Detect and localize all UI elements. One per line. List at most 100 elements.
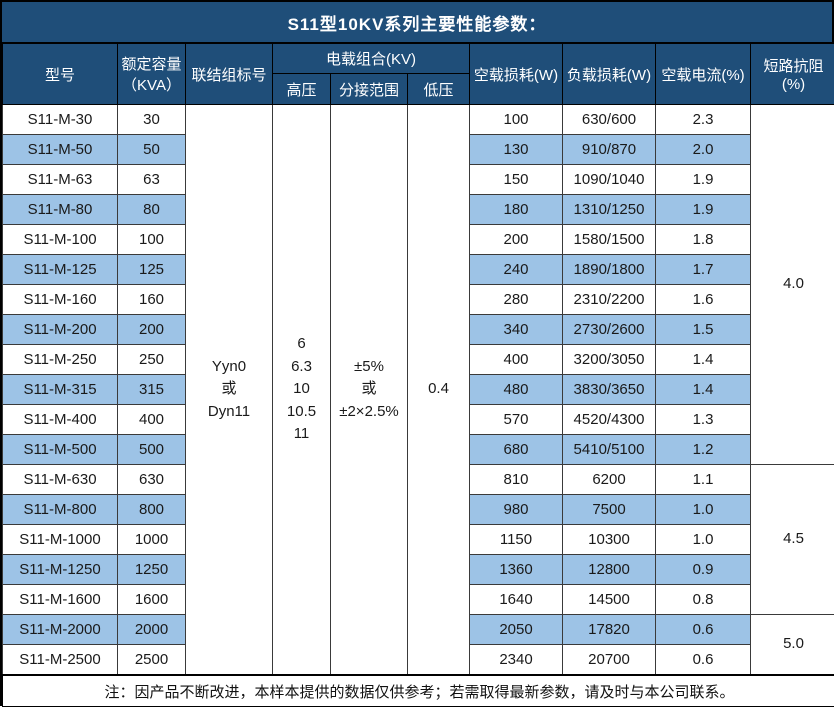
cell-capacity: 125 xyxy=(118,255,186,285)
col-header-no-load-loss: 空载损耗(W) xyxy=(470,44,563,105)
cell-model: S11-M-400 xyxy=(3,405,118,435)
cell-no-load-loss: 130 xyxy=(470,135,563,165)
cell-no-load-current: 0.6 xyxy=(656,645,751,676)
cell-capacity: 30 xyxy=(118,105,186,135)
cell-capacity: 400 xyxy=(118,405,186,435)
header-row-1: 型号 额定容量 （KVA） 联结组标号 电载组合(KV) 空载损耗(W) 负载损… xyxy=(3,44,834,74)
col-header-model: 型号 xyxy=(3,44,118,105)
cell-no-load-loss: 480 xyxy=(470,375,563,405)
cell-no-load-loss: 400 xyxy=(470,345,563,375)
cell-load-loss: 1580/1500 xyxy=(563,225,656,255)
cell-model: S11-M-160 xyxy=(3,285,118,315)
cell-load-loss: 20700 xyxy=(563,645,656,676)
cell-model: S11-M-1600 xyxy=(3,585,118,615)
cell-model: S11-M-800 xyxy=(3,495,118,525)
cell-no-load-current: 2.3 xyxy=(656,105,751,135)
cell-capacity: 1000 xyxy=(118,525,186,555)
cell-load-loss: 4520/4300 xyxy=(563,405,656,435)
parameters-table: 型号 额定容量 （KVA） 联结组标号 电载组合(KV) 空载损耗(W) 负载损… xyxy=(2,43,834,707)
page-title: S11型10KV系列主要性能参数： xyxy=(2,2,832,43)
cell-capacity: 1250 xyxy=(118,555,186,585)
cell-no-load-current: 1.7 xyxy=(656,255,751,285)
cell-load-loss: 2310/2200 xyxy=(563,285,656,315)
cell-load-loss: 17820 xyxy=(563,615,656,645)
cell-model: S11-M-63 xyxy=(3,165,118,195)
cell-no-load-current: 1.4 xyxy=(656,345,751,375)
cell-load-loss: 1890/1800 xyxy=(563,255,656,285)
cell-connection: Yyn0 或 Dyn11 xyxy=(186,105,273,676)
cell-no-load-current: 1.8 xyxy=(656,225,751,255)
col-header-connection: 联结组标号 xyxy=(186,44,273,105)
cell-no-load-loss: 180 xyxy=(470,195,563,225)
cell-model: S11-M-2500 xyxy=(3,645,118,676)
cell-load-loss: 3200/3050 xyxy=(563,345,656,375)
cell-model: S11-M-80 xyxy=(3,195,118,225)
cell-no-load-current: 1.5 xyxy=(656,315,751,345)
cell-no-load-current: 1.1 xyxy=(656,465,751,495)
note-row: 注：因产品不断改进，本样本提供的数据仅供参考；若需取得最新参数，请及时与本公司联… xyxy=(3,675,834,707)
cell-model: S11-M-315 xyxy=(3,375,118,405)
col-header-tap-range: 分接范围 xyxy=(331,74,408,105)
cell-no-load-loss: 2340 xyxy=(470,645,563,676)
cell-model: S11-M-2000 xyxy=(3,615,118,645)
cell-load-loss: 1310/1250 xyxy=(563,195,656,225)
cell-load-loss: 2730/2600 xyxy=(563,315,656,345)
cell-capacity: 80 xyxy=(118,195,186,225)
cell-model: S11-M-500 xyxy=(3,435,118,465)
cell-load-loss: 12800 xyxy=(563,555,656,585)
cell-impedance: 4.5 xyxy=(751,465,834,615)
col-header-no-load-current: 空载电流(%) xyxy=(656,44,751,105)
cell-no-load-current: 0.9 xyxy=(656,555,751,585)
cell-impedance: 4.0 xyxy=(751,105,834,465)
cell-no-load-current: 1.6 xyxy=(656,285,751,315)
cell-capacity: 2000 xyxy=(118,615,186,645)
cell-tap-range: ±5% 或 ±2×2.5% xyxy=(331,105,408,676)
cell-load-loss: 10300 xyxy=(563,525,656,555)
cell-model: S11-M-200 xyxy=(3,315,118,345)
col-header-load-loss: 负载损耗(W) xyxy=(563,44,656,105)
cell-no-load-current: 1.0 xyxy=(656,525,751,555)
col-header-impedance: 短路抗阻(%) xyxy=(751,44,834,105)
cell-no-load-loss: 100 xyxy=(470,105,563,135)
cell-no-load-current: 2.0 xyxy=(656,135,751,165)
cell-capacity: 2500 xyxy=(118,645,186,676)
cell-no-load-loss: 810 xyxy=(470,465,563,495)
cell-capacity: 50 xyxy=(118,135,186,165)
cell-no-load-loss: 240 xyxy=(470,255,563,285)
cell-model: S11-M-30 xyxy=(3,105,118,135)
cell-low-voltage: 0.4 xyxy=(408,105,470,676)
cell-no-load-loss: 280 xyxy=(470,285,563,315)
col-header-capacity-line2: （KVA） xyxy=(120,74,183,95)
cell-no-load-current: 1.9 xyxy=(656,195,751,225)
cell-no-load-current: 0.6 xyxy=(656,615,751,645)
table-footer: 注：因产品不断改进，本样本提供的数据仅供参考；若需取得最新参数，请及时与本公司联… xyxy=(3,675,834,707)
cell-capacity: 100 xyxy=(118,225,186,255)
col-header-high-voltage: 高压 xyxy=(273,74,331,105)
cell-no-load-current: 1.3 xyxy=(656,405,751,435)
cell-no-load-loss: 1150 xyxy=(470,525,563,555)
cell-load-loss: 910/870 xyxy=(563,135,656,165)
cell-no-load-current: 0.8 xyxy=(656,585,751,615)
cell-load-loss: 5410/5100 xyxy=(563,435,656,465)
cell-capacity: 200 xyxy=(118,315,186,345)
cell-model: S11-M-1250 xyxy=(3,555,118,585)
cell-model: S11-M-250 xyxy=(3,345,118,375)
cell-model: S11-M-50 xyxy=(3,135,118,165)
cell-capacity: 630 xyxy=(118,465,186,495)
cell-model: S11-M-1000 xyxy=(3,525,118,555)
cell-model: S11-M-125 xyxy=(3,255,118,285)
cell-capacity: 250 xyxy=(118,345,186,375)
cell-capacity: 315 xyxy=(118,375,186,405)
cell-impedance: 5.0 xyxy=(751,615,834,676)
cell-capacity: 500 xyxy=(118,435,186,465)
cell-model: S11-M-630 xyxy=(3,465,118,495)
cell-no-load-loss: 570 xyxy=(470,405,563,435)
cell-no-load-loss: 1640 xyxy=(470,585,563,615)
cell-load-loss: 14500 xyxy=(563,585,656,615)
col-header-low-voltage: 低压 xyxy=(408,74,470,105)
col-header-voltage-group: 电载组合(KV) xyxy=(273,44,470,74)
cell-load-loss: 6200 xyxy=(563,465,656,495)
